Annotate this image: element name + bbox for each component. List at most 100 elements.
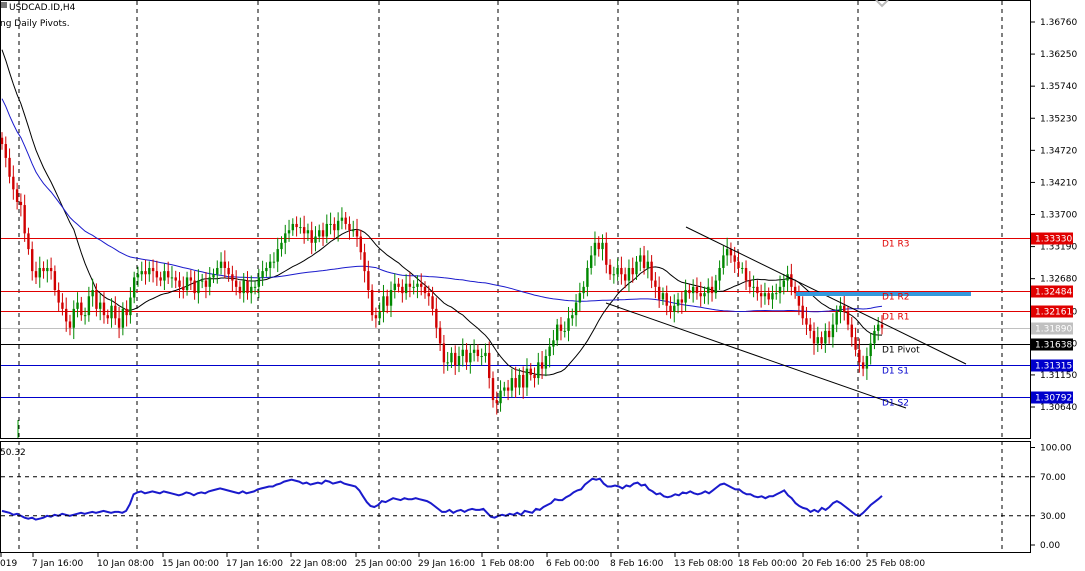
- candle-body-204: [771, 293, 774, 300]
- candle-body-35: [132, 277, 136, 298]
- current-price-label: 1.31890: [1035, 325, 1072, 335]
- candle-body-25: [95, 289, 98, 309]
- candle-body-126: [476, 349, 480, 357]
- candle-body-148: [559, 324, 563, 331]
- candle-body-101: [382, 296, 385, 313]
- candle-body-181: [684, 289, 687, 303]
- candle-body-38: [144, 271, 147, 275]
- candle-body-173: [654, 280, 657, 287]
- candle-body-19: [72, 308, 75, 328]
- candle-body-214: [809, 324, 812, 331]
- candle-body-115: [435, 308, 438, 328]
- candle-body-125: [472, 349, 476, 353]
- candle-body-5: [19, 201, 23, 206]
- candle-body-159: [601, 242, 604, 250]
- candle-body-190: [718, 267, 721, 281]
- candle-body-123: [465, 349, 468, 363]
- candle-body-20: [76, 302, 79, 309]
- candle-body-50: [189, 277, 193, 281]
- candle-body-171: [646, 261, 650, 268]
- candle-body-210: [793, 286, 797, 294]
- candle-body-36: [136, 274, 140, 278]
- y-label-4: 1.34720: [1040, 146, 1077, 156]
- x-label-8: 1 Feb 08:00: [481, 559, 535, 569]
- candle-body-136: [514, 378, 517, 388]
- candle-body-158: [597, 242, 600, 250]
- candle-body-82: [310, 230, 313, 243]
- pivot-price-3: 1.31638: [1035, 341, 1072, 351]
- candle-body-216: [816, 337, 819, 344]
- x-label-9: 6 Feb 00:00: [546, 559, 600, 569]
- candle-body-233: [880, 324, 884, 328]
- candle-body-46: [174, 277, 177, 281]
- x-label-6: 25 Jan 00:00: [355, 559, 412, 569]
- candle-body-2: [8, 157, 11, 177]
- candle-body-131: [495, 400, 498, 404]
- candle-body-195: [737, 261, 740, 268]
- candle-body-13: [49, 267, 53, 272]
- candle-body-31: [117, 318, 121, 328]
- candle-body-83: [314, 236, 317, 243]
- candle-body-6: [23, 205, 26, 234]
- y-label-11: 1.31150: [1040, 371, 1077, 381]
- candle-body-88: [333, 223, 336, 231]
- candle-body-226: [854, 337, 857, 350]
- candle-body-60: [227, 267, 230, 275]
- candle-body-44: [166, 271, 170, 278]
- candle-body-107: [404, 283, 408, 294]
- candle-body-194: [733, 255, 736, 262]
- candle-body-179: [676, 299, 680, 306]
- pivot-price-4: 1.31315: [1035, 362, 1072, 372]
- pivot-price-bg-2: [1031, 305, 1073, 318]
- pivot-price-bg-0: [1031, 232, 1073, 245]
- candle-body-114: [431, 296, 434, 309]
- pivot-name-3: D1 Pivot: [882, 346, 920, 356]
- candle-body-154: [582, 286, 585, 294]
- candle-body-110: [416, 283, 419, 287]
- candle-body-170: [642, 255, 646, 268]
- candle-body-157: [593, 242, 597, 256]
- candle-body-227: [858, 349, 861, 363]
- candle-body-84: [318, 230, 321, 237]
- candle-body-209: [790, 274, 793, 287]
- candle-body-156: [589, 255, 593, 268]
- pivot-name-0: D1 R3: [882, 240, 910, 250]
- rsi-label-2: 30.00: [1040, 512, 1066, 522]
- x-label-10: 8 Feb 16:00: [610, 559, 664, 569]
- candle-body-203: [767, 293, 770, 300]
- candle-body-65: [246, 280, 249, 294]
- ma-slow: [1, 98, 883, 313]
- candle-body-151: [571, 315, 574, 319]
- candle-body-119: [450, 352, 453, 363]
- candle-body-67: [253, 286, 257, 288]
- candle-body-222: [839, 305, 842, 313]
- candle-body-78: [295, 223, 298, 228]
- x-label-13: 20 Feb 16:00: [802, 559, 861, 569]
- candle-body-168: [635, 261, 638, 275]
- x-label-12: 18 Feb 00:00: [738, 559, 797, 569]
- candle-body-26: [98, 302, 102, 309]
- candle-body-120: [454, 352, 457, 366]
- rsi-value: 50.32: [0, 448, 26, 458]
- candle-body-99: [374, 315, 378, 319]
- candle-body-33: [125, 308, 128, 316]
- candle-body-225: [850, 324, 853, 338]
- candle-body-139: [525, 368, 529, 388]
- rsi-indicator: [1, 477, 883, 521]
- candle-body-122: [461, 349, 464, 357]
- time-axis: 019 7 Jan 16:00 10 Jan 08:00 15 Jan 00:00 17…: [0, 553, 925, 569]
- candle-body-93: [352, 230, 355, 232]
- candle-body-182: [688, 289, 691, 294]
- x-label-4: 17 Jan 16:00: [226, 559, 283, 569]
- candle-body-48: [182, 286, 185, 290]
- candle-body-8: [31, 249, 34, 272]
- candle-body-189: [714, 280, 718, 294]
- scroll-marker-icon[interactable]: [875, 0, 889, 8]
- candle-body-106: [401, 286, 404, 294]
- candle-body-149: [563, 330, 566, 332]
- candlesticks: [0, 132, 884, 415]
- candle-body-104: [393, 283, 396, 290]
- candle-body-21: [80, 302, 83, 316]
- candle-body-91: [344, 217, 347, 224]
